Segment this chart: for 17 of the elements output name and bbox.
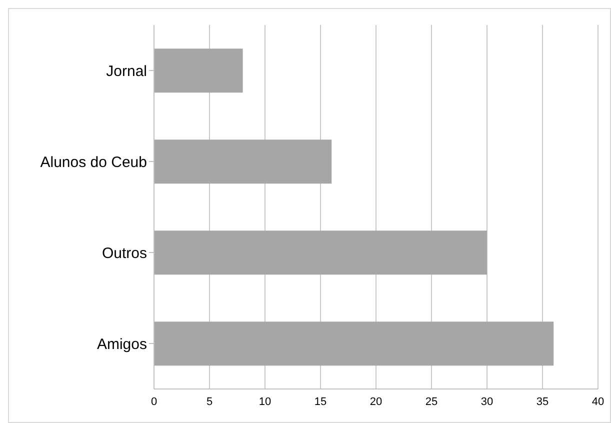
- x-tick-label: 0: [150, 396, 158, 408]
- bar: [154, 140, 332, 184]
- y-tick-label: Outros: [102, 244, 147, 262]
- x-tick-label: 25: [425, 396, 438, 408]
- x-tick-label: 40: [592, 396, 604, 408]
- y-tick-label: Alunos do Ceub: [40, 154, 147, 171]
- bar: [154, 230, 487, 275]
- bar: [154, 48, 243, 93]
- bar: [154, 322, 554, 366]
- x-tick-label: 35: [536, 396, 549, 408]
- x-tick-label: 15: [314, 396, 327, 408]
- x-tick-label: 30: [480, 396, 494, 408]
- y-tick-label: Jornal: [106, 62, 147, 80]
- x-tick-label: 10: [258, 396, 272, 408]
- x-tick-label: 20: [370, 396, 382, 408]
- y-tick-label: Amigos: [96, 336, 147, 353]
- x-tick-label: 5: [206, 396, 213, 408]
